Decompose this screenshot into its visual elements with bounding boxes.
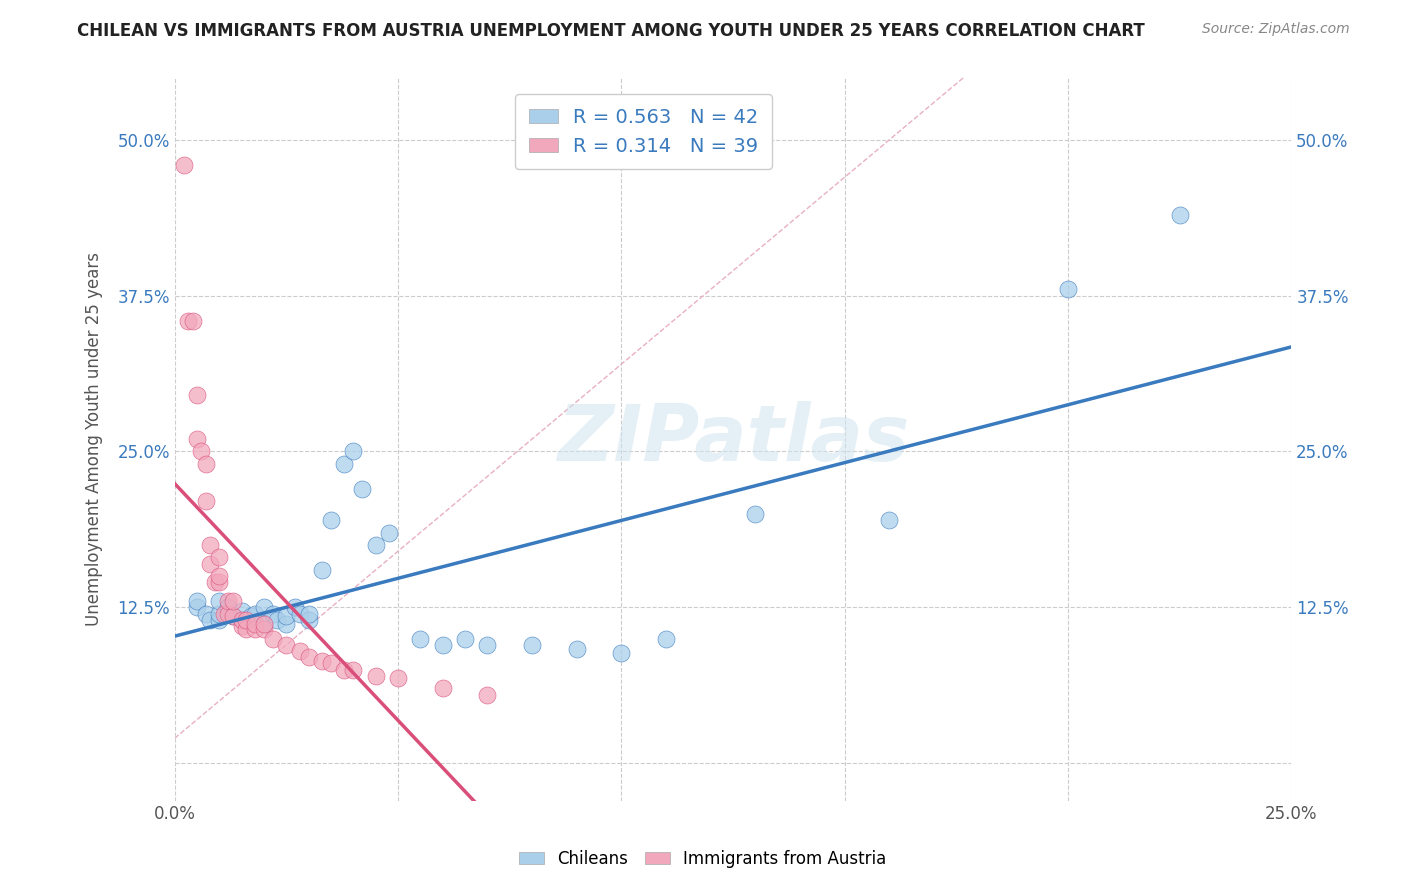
Point	[243, 616, 266, 631]
Point	[319, 513, 342, 527]
Point	[378, 525, 401, 540]
Point	[288, 644, 311, 658]
Point	[1168, 208, 1191, 222]
Point	[217, 607, 239, 621]
Point	[655, 632, 678, 646]
Point	[173, 158, 195, 172]
Point	[477, 638, 499, 652]
Point	[190, 444, 212, 458]
Point	[432, 638, 454, 652]
Point	[432, 681, 454, 696]
Point	[262, 607, 284, 621]
Point	[243, 622, 266, 636]
Point	[217, 600, 239, 615]
Point	[364, 669, 387, 683]
Point	[610, 647, 633, 661]
Point	[454, 632, 477, 646]
Text: ZIPatlas: ZIPatlas	[557, 401, 910, 477]
Point	[409, 632, 432, 646]
Point	[231, 613, 253, 627]
Point	[212, 607, 235, 621]
Point	[298, 607, 321, 621]
Point	[235, 613, 257, 627]
Point	[186, 432, 208, 446]
Point	[194, 494, 217, 508]
Point	[186, 388, 208, 402]
Point	[194, 607, 217, 621]
Point	[239, 609, 262, 624]
Point	[342, 444, 364, 458]
Point	[200, 538, 222, 552]
Point	[186, 594, 208, 608]
Text: CHILEAN VS IMMIGRANTS FROM AUSTRIA UNEMPLOYMENT AMONG YOUTH UNDER 25 YEARS CORRE: CHILEAN VS IMMIGRANTS FROM AUSTRIA UNEMP…	[77, 22, 1144, 40]
Legend: R = 0.563   N = 42, R = 0.314   N = 39: R = 0.563 N = 42, R = 0.314 N = 39	[515, 95, 772, 169]
Point	[744, 507, 766, 521]
Point	[222, 609, 245, 624]
Point	[253, 622, 276, 636]
Point	[477, 688, 499, 702]
Point	[243, 607, 266, 621]
Point	[208, 607, 231, 621]
Point	[288, 607, 311, 621]
Point	[276, 638, 298, 652]
Point	[276, 616, 298, 631]
Point	[186, 600, 208, 615]
Point	[200, 613, 222, 627]
Point	[208, 569, 231, 583]
Point	[364, 538, 387, 552]
Point	[208, 594, 231, 608]
Point	[253, 616, 276, 631]
Point	[352, 482, 374, 496]
Point	[520, 638, 543, 652]
Point	[235, 622, 257, 636]
Point	[262, 632, 284, 646]
Point	[311, 654, 333, 668]
Point	[208, 575, 231, 590]
Point	[253, 600, 276, 615]
Point	[276, 609, 298, 624]
Point	[333, 457, 356, 471]
Text: Source: ZipAtlas.com: Source: ZipAtlas.com	[1202, 22, 1350, 37]
Point	[879, 513, 901, 527]
Point	[231, 604, 253, 618]
Point	[298, 650, 321, 665]
Point	[222, 609, 245, 624]
Point	[231, 619, 253, 633]
Point	[387, 672, 409, 686]
Point	[204, 575, 226, 590]
Point	[217, 594, 239, 608]
Legend: Chileans, Immigrants from Austria: Chileans, Immigrants from Austria	[513, 844, 893, 875]
Point	[208, 550, 231, 565]
Y-axis label: Unemployment Among Youth under 25 years: Unemployment Among Youth under 25 years	[86, 252, 103, 626]
Point	[253, 616, 276, 631]
Point	[565, 641, 588, 656]
Point	[1057, 282, 1080, 296]
Point	[194, 457, 217, 471]
Point	[177, 313, 200, 327]
Point	[222, 594, 245, 608]
Point	[231, 613, 253, 627]
Point	[319, 657, 342, 671]
Point	[284, 600, 307, 615]
Point	[298, 613, 321, 627]
Point	[266, 613, 288, 627]
Point	[342, 663, 364, 677]
Point	[333, 663, 356, 677]
Point	[311, 563, 333, 577]
Point	[200, 557, 222, 571]
Point	[181, 313, 204, 327]
Point	[208, 613, 231, 627]
